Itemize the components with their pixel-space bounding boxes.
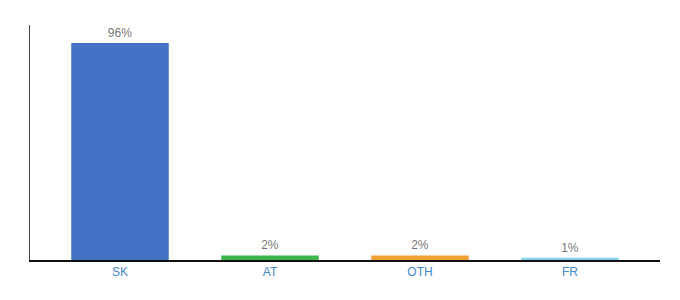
svg-text:AT: AT [263, 265, 278, 279]
svg-text:OTH: OTH [407, 265, 432, 279]
svg-text:1%: 1% [561, 241, 579, 255]
svg-text:2%: 2% [261, 238, 279, 252]
svg-text:96%: 96% [108, 26, 132, 40]
svg-text:2%: 2% [411, 238, 429, 252]
svg-text:FR: FR [562, 265, 578, 279]
svg-text:SK: SK [112, 265, 128, 279]
